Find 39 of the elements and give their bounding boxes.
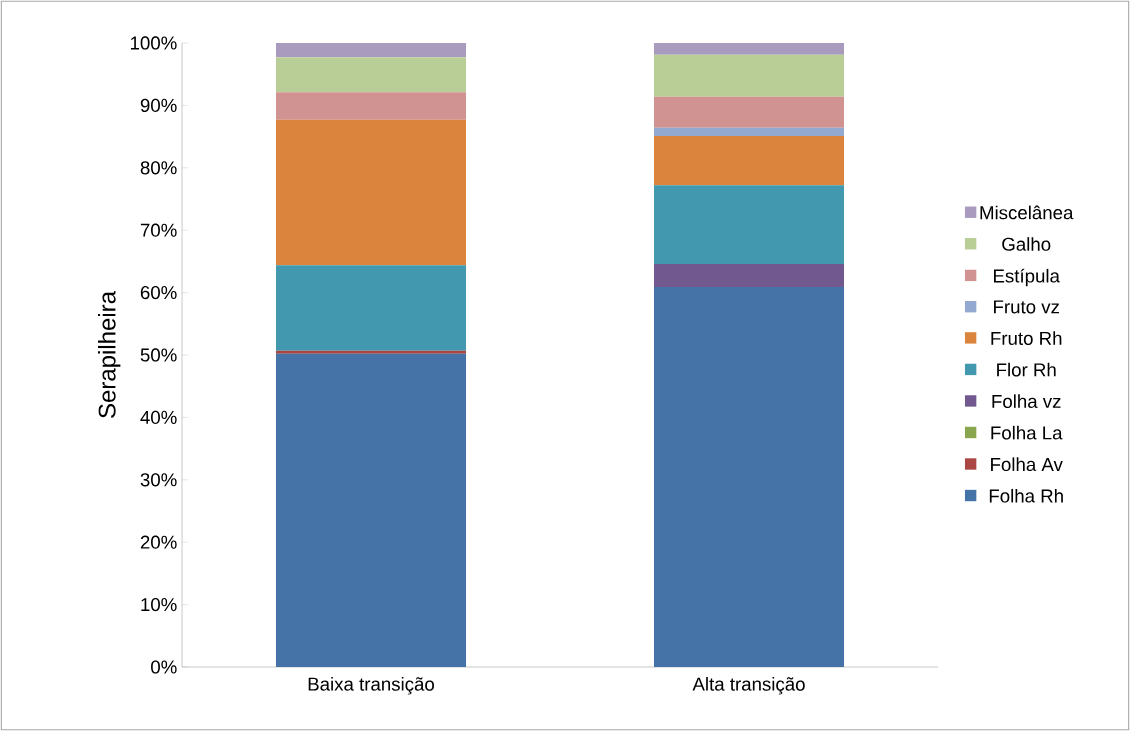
bar: [276, 265, 467, 351]
legend-label: Miscelânea: [980, 205, 1074, 220]
y-tick-label: 50%: [140, 348, 177, 362]
bar: [276, 57, 467, 93]
legend-label: Folha Av: [991, 457, 1063, 472]
bar: [654, 135, 845, 186]
x-tick-label: Alta transição: [692, 677, 805, 695]
legend-label: Galho: [1002, 237, 1051, 251]
y-tick-label: 90%: [140, 98, 177, 112]
legend-label: Folha Rh: [989, 488, 1063, 503]
bar: [276, 92, 467, 120]
legend-label: Flor Rh: [997, 362, 1056, 377]
legend-label: Folha vz: [992, 394, 1061, 409]
y-tick-label: 100%: [130, 36, 177, 50]
x-tick-label: Baixa transição: [308, 677, 434, 695]
bar: [276, 350, 467, 354]
bar: [276, 42, 467, 58]
y-tick-label: 70%: [140, 223, 177, 237]
y-tick-label: 10%: [141, 597, 177, 612]
bar: [276, 119, 467, 266]
bar: [654, 54, 845, 97]
y-tick-label: 40%: [140, 410, 177, 425]
legend-label: Fruto vz: [994, 300, 1059, 314]
y-axis-title: Serapilheira: [98, 291, 121, 418]
legend-label: Fruto Rh: [991, 331, 1062, 345]
bar: [654, 42, 845, 55]
y-tick-label: 30%: [140, 473, 177, 487]
y-tick-label: 60%: [140, 285, 177, 300]
y-tick-label: 80%: [140, 161, 177, 175]
y-tick-label: 20%: [140, 535, 177, 549]
bar: [654, 96, 845, 128]
bar: [654, 127, 845, 136]
legend-label: Estípula: [994, 268, 1060, 287]
bar: [654, 185, 845, 264]
bar: [276, 353, 467, 667]
bar: [654, 286, 845, 667]
bar: [654, 263, 845, 287]
y-tick-label: 0%: [151, 660, 177, 674]
legend-label: Folha La: [991, 425, 1063, 440]
